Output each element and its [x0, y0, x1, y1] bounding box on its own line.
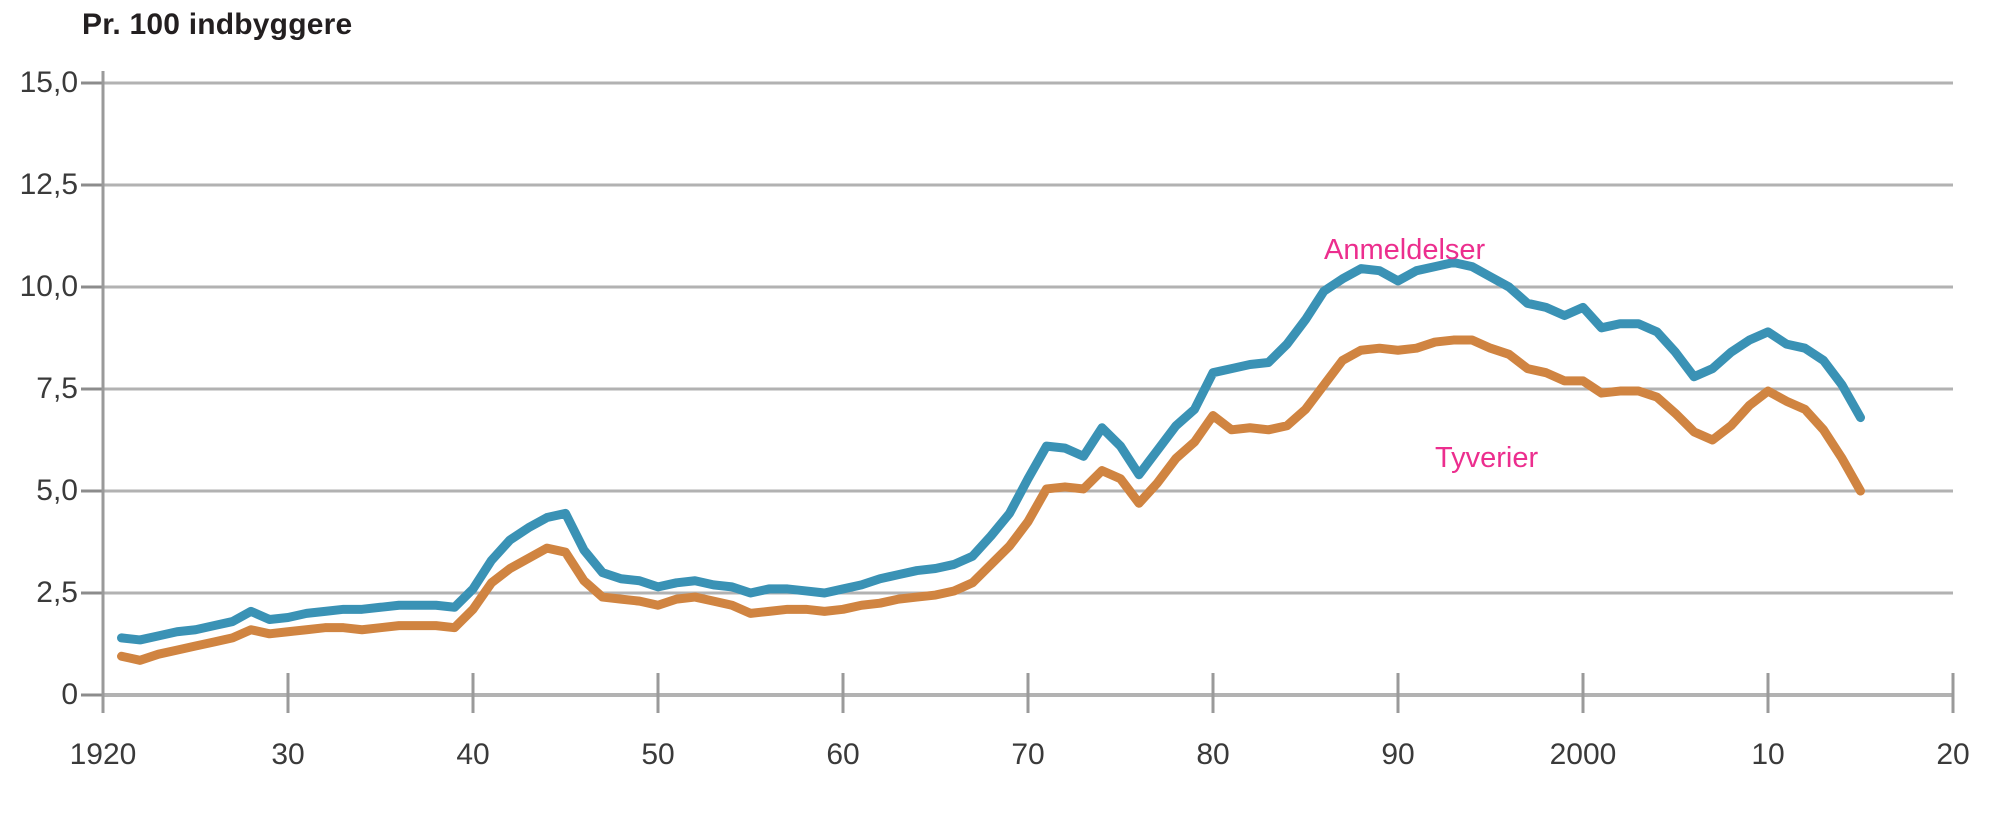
x-tick-label: 1920 [69, 738, 137, 771]
x-tick-label: 40 [456, 738, 490, 771]
y-tick-label: 2,5 [36, 576, 78, 609]
y-tick-label: 15,0 [19, 66, 78, 99]
x-tick-label: 30 [271, 738, 305, 771]
series-line-tyverier [117, 335, 1865, 665]
series-path-group [117, 258, 1865, 665]
y-tick-label: 7,5 [36, 372, 78, 405]
series-label-anmeldelser: Anmeldelser [1324, 233, 1486, 266]
gridline-group [81, 81, 1953, 697]
chart-title: Pr. 100 indbyggere [82, 8, 353, 41]
x-tick-mark-group [286, 673, 1955, 713]
x-tick-label: 80 [1196, 738, 1230, 771]
y-tick-label: 0 [61, 678, 78, 711]
x-tick-label: 2000 [1549, 738, 1617, 771]
y-tick-label: 10,0 [19, 270, 78, 303]
x-tick-label: 50 [641, 738, 675, 771]
x-tick-label: 70 [1011, 738, 1045, 771]
series-line-anmeldelser [117, 258, 1865, 645]
y-axis-label-group: 15,0 12,5 10,0 7,5 5,0 2,5 0 [0, 0, 78, 815]
x-tick-label: 90 [1381, 738, 1415, 771]
series-label-tyverier: Tyverier [1435, 442, 1539, 475]
x-tick-label: 10 [1751, 738, 1785, 771]
y-tick-label: 12,5 [19, 168, 78, 201]
x-tick-label: 60 [826, 738, 860, 771]
x-tick-label: 20 [1936, 738, 1970, 771]
y-tick-label: 5,0 [36, 474, 78, 507]
